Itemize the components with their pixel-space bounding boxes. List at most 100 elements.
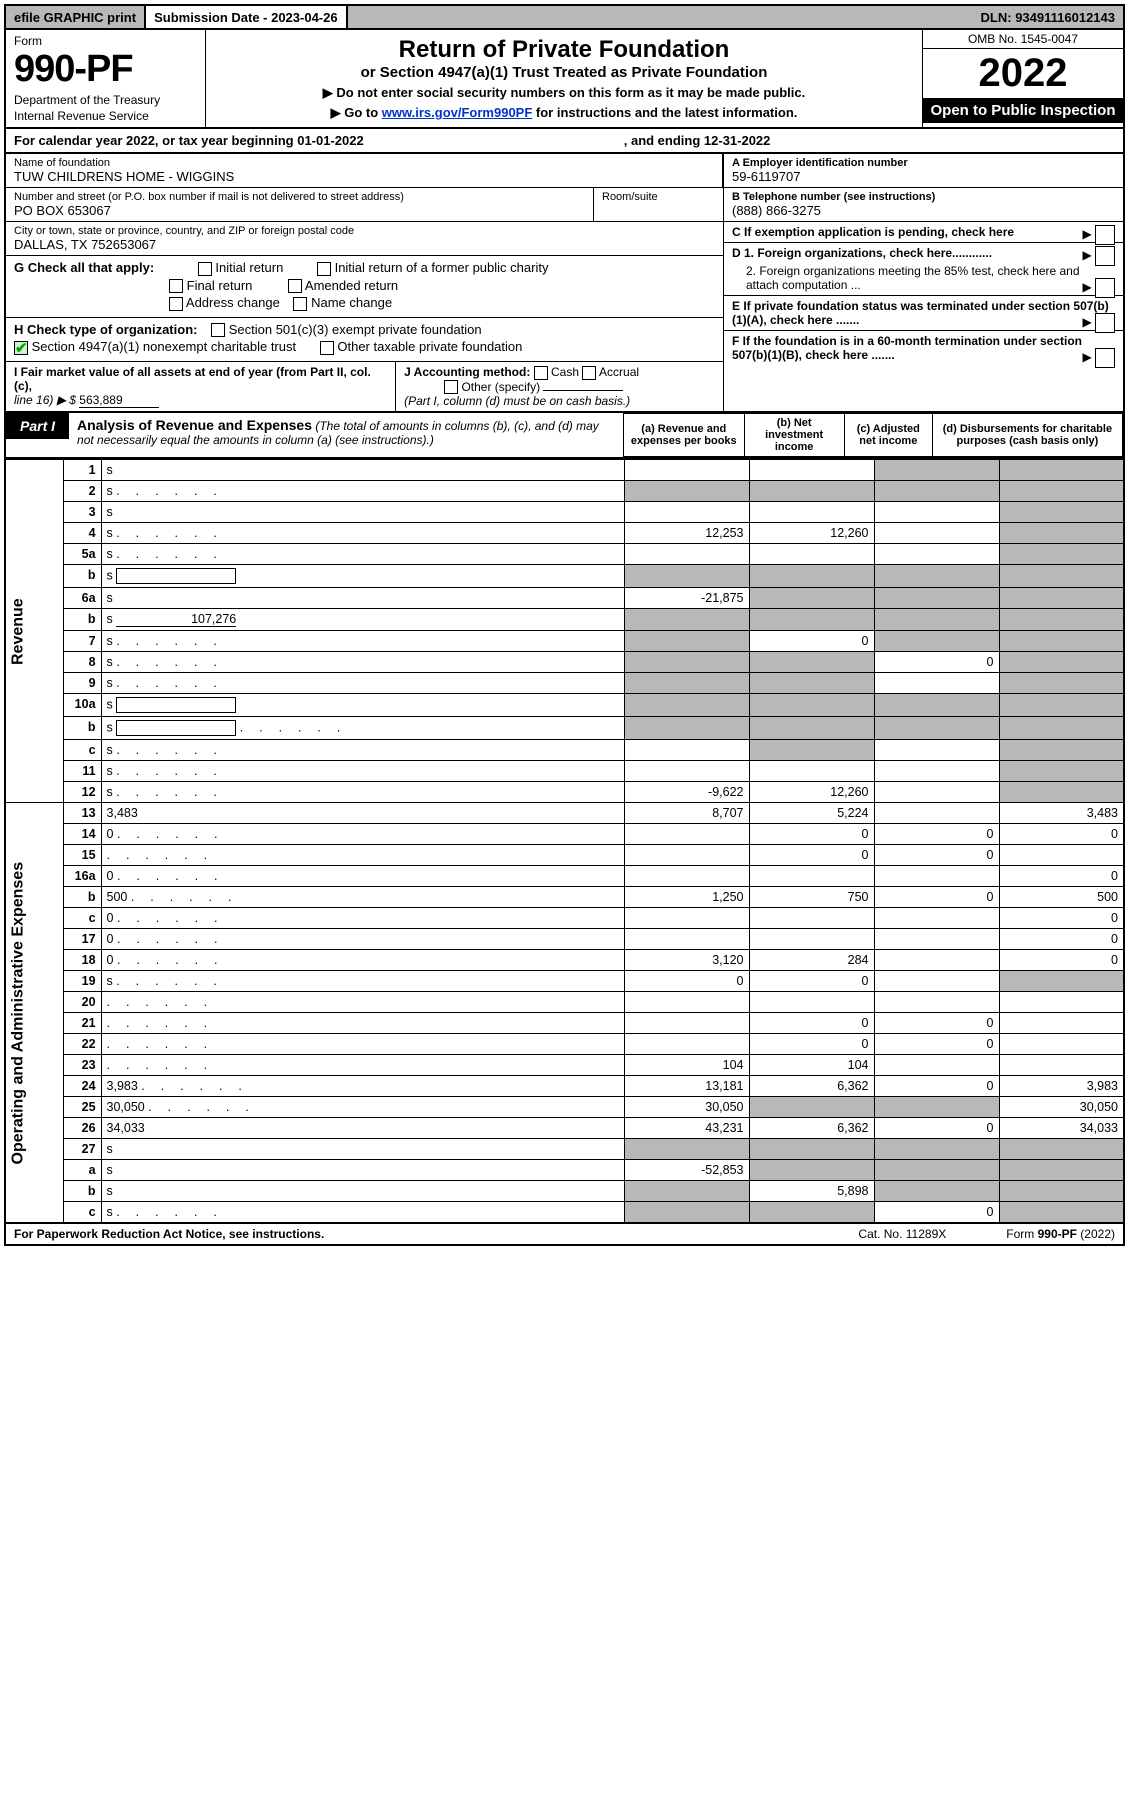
cell-shaded (624, 673, 749, 694)
line-desc: . . . . . . (101, 1034, 624, 1055)
cell-value (874, 950, 999, 971)
line-num: c (63, 908, 101, 929)
table-row: 4s . . . . . .12,25312,260 (5, 523, 1124, 544)
irs-label: Internal Revenue Service (14, 109, 197, 123)
cell-value: 0 (749, 824, 874, 845)
cell-shaded (999, 523, 1124, 544)
cell-shaded (999, 652, 1124, 673)
cell-value: 30,050 (999, 1097, 1124, 1118)
line-desc: s 107,276 (101, 609, 624, 631)
chk-accrual[interactable] (582, 366, 596, 380)
line-num: 18 (63, 950, 101, 971)
line-num: 26 (63, 1118, 101, 1139)
chk-d1[interactable] (1095, 246, 1115, 266)
table-row: Revenue1s (5, 460, 1124, 481)
cell-value: 0 (999, 950, 1124, 971)
table-row: bs 107,276 (5, 609, 1124, 631)
cell-shaded (999, 673, 1124, 694)
chk-e[interactable] (1095, 313, 1115, 333)
cell-value: 0 (999, 824, 1124, 845)
cell-value (624, 761, 749, 782)
cell-value: 34,033 (999, 1118, 1124, 1139)
cell-value: 5,898 (749, 1181, 874, 1202)
dept-treasury: Department of the Treasury (14, 93, 197, 107)
cell-value: 6,362 (749, 1076, 874, 1097)
city: DALLAS, TX 752653067 (14, 237, 715, 252)
line-num: 13 (63, 803, 101, 824)
cell-value (874, 673, 999, 694)
table-row: 11s . . . . . . (5, 761, 1124, 782)
cell-value: 0 (874, 1118, 999, 1139)
chk-501c3[interactable] (211, 323, 225, 337)
line-desc: s . . . . . . (101, 544, 624, 565)
line-desc: s . . . . . . (101, 481, 624, 502)
cell-shaded (624, 609, 749, 631)
section-h: H Check type of organization: Section 50… (6, 317, 723, 361)
table-row: 7s . . . . . .0 (5, 631, 1124, 652)
table-row: 12s . . . . . .-9,62212,260 (5, 782, 1124, 803)
cell-shaded (999, 1139, 1124, 1160)
cell-value: 500 (999, 887, 1124, 908)
cat-no: Cat. No. 11289X (858, 1227, 946, 1241)
section-c: C If exemption application is pending, c… (724, 221, 1123, 242)
cell-value: 13,181 (624, 1076, 749, 1097)
table-row: 180 . . . . . .3,1202840 (5, 950, 1124, 971)
line-num: 21 (63, 1013, 101, 1034)
form-number: 990-PF (14, 48, 197, 91)
table-row: 22 . . . . . .00 (5, 1034, 1124, 1055)
chk-f[interactable] (1095, 348, 1115, 368)
line-num: 8 (63, 652, 101, 673)
cell-shaded (874, 460, 999, 481)
chk-initial[interactable] (198, 262, 212, 276)
form-word: Form (14, 34, 197, 48)
table-row: Operating and Administrative Expenses133… (5, 803, 1124, 824)
line-num: 22 (63, 1034, 101, 1055)
cell-shaded (874, 481, 999, 502)
line-num: 15 (63, 845, 101, 866)
chk-address[interactable] (169, 297, 183, 311)
cell-value: 0 (874, 845, 999, 866)
cell-shaded (624, 717, 749, 740)
chk-name[interactable] (293, 297, 307, 311)
chk-cash[interactable] (534, 366, 548, 380)
cell-value (624, 1034, 749, 1055)
cell-shaded (874, 631, 999, 652)
efile-print-label[interactable]: efile GRAPHIC print (6, 6, 146, 28)
irs-link[interactable]: www.irs.gov/Form990PF (382, 105, 533, 120)
cell-value (749, 761, 874, 782)
dln: DLN: 93491116012143 (973, 6, 1123, 28)
cell-value (624, 845, 749, 866)
cell-shaded (749, 694, 874, 717)
chk-initial-former[interactable] (317, 262, 331, 276)
line-desc: s (101, 1160, 624, 1181)
cell-value: -21,875 (624, 588, 749, 609)
cell-value: 0 (874, 887, 999, 908)
line-desc: s . . . . . . (101, 652, 624, 673)
paperwork-notice: For Paperwork Reduction Act Notice, see … (14, 1227, 324, 1241)
chk-other-acct[interactable] (444, 380, 458, 394)
cell-shaded (749, 717, 874, 740)
chk-d2[interactable] (1095, 278, 1115, 298)
section-d: D 1. Foreign organizations, check here..… (724, 242, 1123, 295)
cell-shaded (749, 1097, 874, 1118)
table-row: bs5,898 (5, 1181, 1124, 1202)
chk-final[interactable] (169, 279, 183, 293)
cell-value: 0 (999, 866, 1124, 887)
cell-value (624, 824, 749, 845)
line-desc: s . . . . . . (101, 631, 624, 652)
cell-value: 3,120 (624, 950, 749, 971)
line-desc: . . . . . . (101, 992, 624, 1013)
line-num: c (63, 740, 101, 761)
table-row: 243,983 . . . . . .13,1816,36203,983 (5, 1076, 1124, 1097)
line-num: c (63, 1202, 101, 1224)
table-row: 8s . . . . . .0 (5, 652, 1124, 673)
room-lbl: Room/suite (602, 191, 715, 203)
table-row: as-52,853 (5, 1160, 1124, 1181)
chk-4947[interactable] (14, 341, 28, 355)
chk-amended[interactable] (288, 279, 302, 293)
chk-other-tax[interactable] (320, 341, 334, 355)
table-row: 5as . . . . . . (5, 544, 1124, 565)
section-i: I Fair market value of all assets at end… (6, 361, 395, 412)
chk-c[interactable] (1095, 225, 1115, 245)
line-num: b (63, 887, 101, 908)
